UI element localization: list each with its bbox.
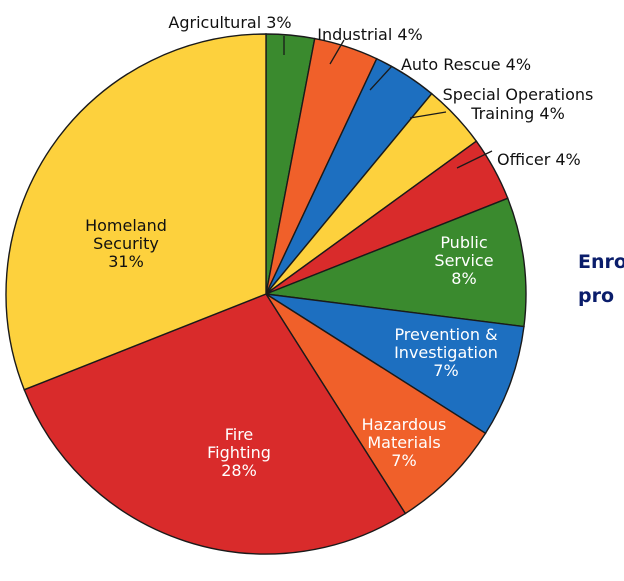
slice-label-5: Public Service 8%	[434, 233, 493, 288]
slice-label-7: Hazardous Materials 7%	[362, 415, 447, 470]
pie-slice-9	[5, 33, 267, 391]
slice-label-4: Officer 4%	[497, 150, 581, 169]
slice-label-1: Industrial 4%	[317, 25, 423, 44]
slice-label-9: Homeland Security 31%	[85, 216, 167, 271]
pie-slice-5	[265, 197, 527, 328]
slice-label-8: Fire Fighting 28%	[207, 425, 271, 480]
leader-lines	[283, 36, 493, 169]
slice-label-0: Agricultural 3%	[168, 13, 291, 32]
leader-line-3	[409, 111, 447, 119]
slice-label-2: Auto Rescue 4%	[401, 55, 531, 74]
leader-line-4	[456, 150, 493, 169]
slice-label-6: Prevention & Investigation 7%	[394, 325, 498, 380]
leader-line-1	[329, 39, 345, 65]
pie-slice-6	[265, 293, 525, 435]
slice-label-3: Special Operations Training 4%	[443, 85, 594, 123]
chart-title-line-2: pro	[578, 285, 614, 307]
pie-slices	[5, 33, 527, 555]
slice-labels: Agricultural 3% Industrial 4% Auto Rescue …	[85, 13, 593, 480]
pie-slice-8	[23, 293, 407, 555]
chart-title-line-1: Enro	[578, 251, 624, 273]
leader-line-2	[369, 65, 393, 91]
pie-slice-7	[265, 293, 487, 515]
